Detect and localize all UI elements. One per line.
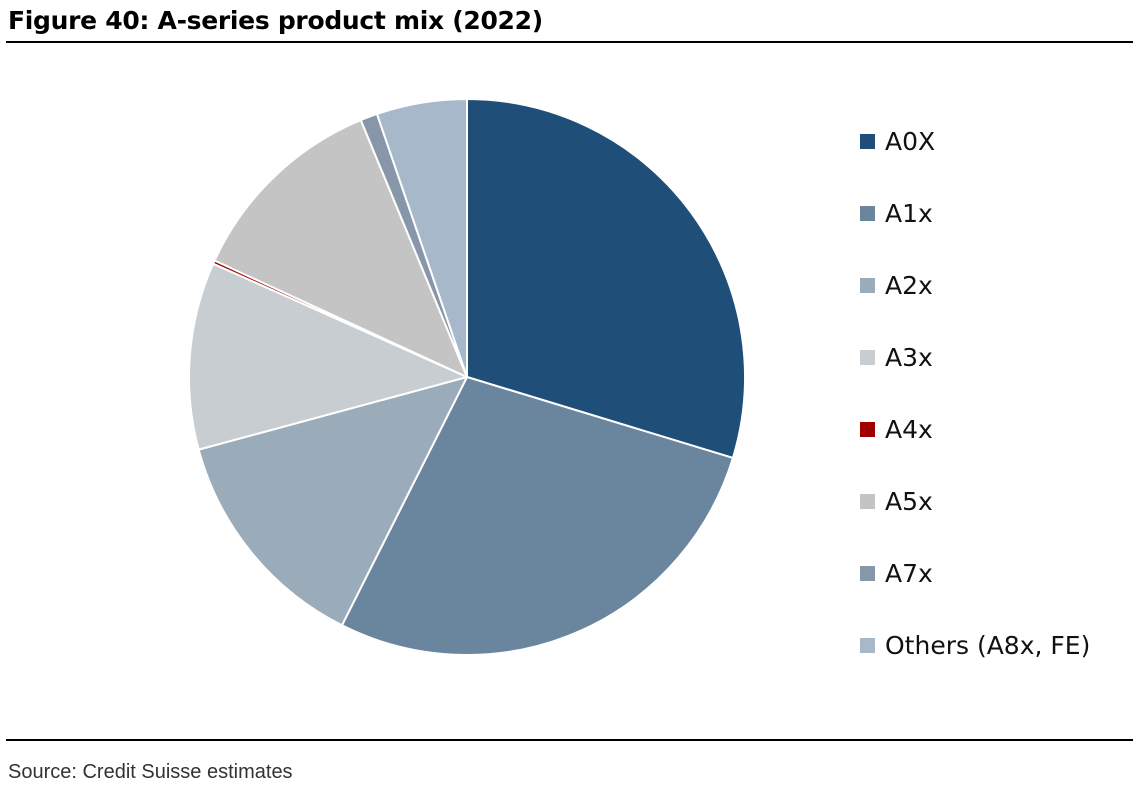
legend-swatch bbox=[860, 637, 875, 653]
legend-item-others-a8x-fe: Others (A8x, FE) bbox=[860, 628, 1090, 662]
legend-item-a5x: A5x bbox=[860, 484, 933, 518]
figure-title: Figure 40: A-series product mix (2022) bbox=[8, 6, 543, 35]
legend-item-a7x: A7x bbox=[860, 556, 933, 590]
legend-label: A4x bbox=[885, 414, 933, 444]
pie-slice-others-a8x-fe bbox=[375, 98, 468, 378]
legend-label: A2x bbox=[885, 270, 933, 300]
legend-label: A5x bbox=[885, 486, 933, 516]
pie-chart bbox=[188, 98, 746, 656]
source-divider bbox=[6, 739, 1133, 741]
legend-item-a1x: A1x bbox=[860, 196, 933, 230]
legend-swatch bbox=[860, 493, 875, 509]
legend-label: A1x bbox=[885, 198, 933, 228]
legend-label: A0X bbox=[885, 126, 936, 156]
legend-item-a4x: A4x bbox=[860, 412, 933, 446]
source-note: Source: Credit Suisse estimates bbox=[8, 761, 293, 783]
legend-swatch bbox=[860, 565, 875, 581]
pie-slice-a1x bbox=[340, 376, 734, 656]
legend-swatch bbox=[860, 133, 875, 149]
legend-item-a0x: A0X bbox=[860, 124, 935, 158]
legend-label: A3x bbox=[885, 342, 933, 372]
legend-swatch bbox=[860, 205, 875, 221]
legend-label: Others (A8x, FE) bbox=[885, 630, 1091, 660]
pie-slice-a5x bbox=[213, 119, 468, 378]
legend-swatch bbox=[860, 349, 875, 365]
legend-item-a2x: A2x bbox=[860, 268, 933, 302]
legend-swatch bbox=[860, 421, 875, 437]
legend-label: A7x bbox=[885, 558, 933, 588]
legend-swatch bbox=[860, 277, 875, 293]
legend-item-a3x: A3x bbox=[860, 340, 933, 374]
pie-slice-a2x bbox=[197, 376, 468, 627]
title-divider bbox=[6, 41, 1133, 43]
pie-slice-a3x bbox=[188, 262, 468, 451]
pie-slice-a0x bbox=[466, 98, 746, 459]
